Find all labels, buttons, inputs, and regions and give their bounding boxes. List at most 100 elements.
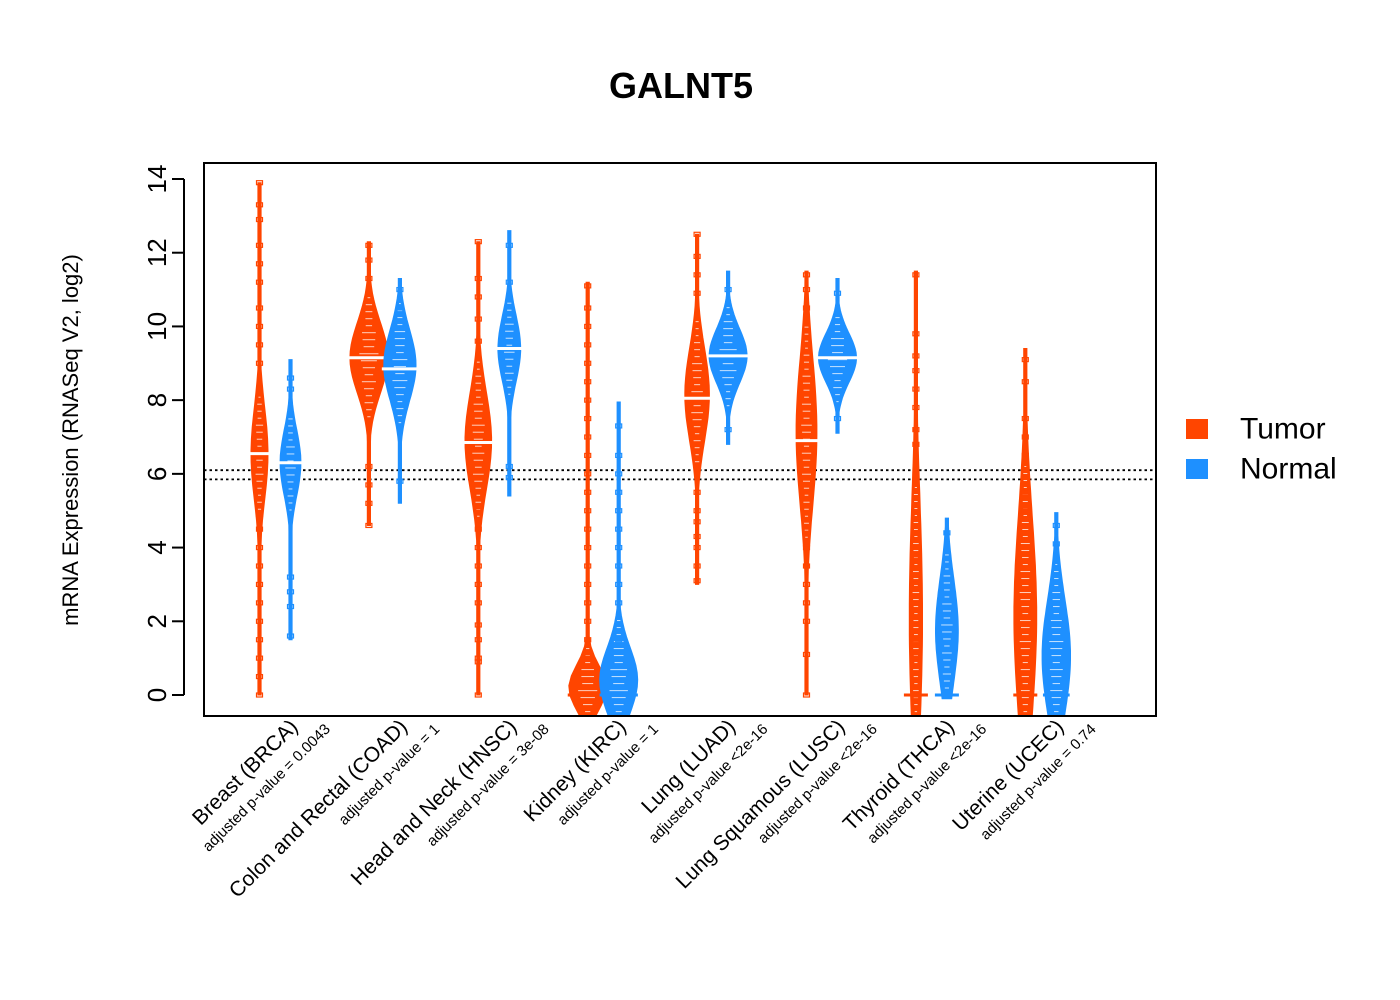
tumor-outlier-point (1021, 471, 1029, 477)
tumor-outlier-point (1021, 434, 1029, 440)
tumor-outlier-point (802, 272, 811, 278)
tumor-outlier-point (912, 386, 920, 392)
tumor-outlier-point (255, 305, 264, 311)
tumor-outlier-point (802, 342, 811, 348)
tumor-outlier-point (255, 323, 264, 330)
normal-outlier-point (615, 508, 623, 514)
category-group (347, 241, 418, 529)
tumor-outlier-point (584, 508, 592, 514)
tumor-outlier-point (584, 637, 592, 643)
legend-label-normal: Normal (1240, 453, 1337, 486)
tumor-violin (464, 241, 493, 696)
tumor-violin (684, 233, 710, 585)
normal-outlier-point (286, 386, 295, 392)
tumor-outlier-point (584, 544, 592, 551)
tumor-outlier-point (255, 261, 264, 267)
tumor-outlier-point (255, 673, 264, 680)
x-axis-labels: Breast (BRCA)adjusted p-value = 0.0043Co… (188, 715, 1100, 902)
normal-outlier-point (505, 474, 513, 481)
tumor-outlier-point (584, 563, 592, 569)
normal-outlier-point (615, 544, 623, 551)
tumor-outlier-point (365, 500, 373, 506)
tumor-outlier-point (802, 600, 811, 606)
tumor-outlier-point (474, 338, 482, 344)
tumor-outlier-point (912, 533, 920, 540)
tumor-outlier-point (693, 519, 701, 525)
normal-outlier-point (615, 563, 623, 569)
tumor-outlier-point (474, 294, 482, 300)
tumor-outlier-point (693, 544, 701, 551)
tumor-outlier-point (255, 544, 264, 551)
tumor-outlier-point (255, 342, 264, 348)
chart-title: GALNT5 (609, 65, 753, 106)
normal-outlier-point (396, 305, 404, 311)
tumor-outlier-point (255, 242, 264, 248)
normal-outlier-point (286, 574, 295, 580)
normal-outlier-point (833, 415, 842, 422)
tumor-outlier-point (912, 552, 920, 558)
normal-outlier-point (615, 471, 623, 477)
normal-outlier-point (1052, 522, 1060, 529)
y-tick-label: 4 (142, 540, 172, 554)
tumor-outlier-point (912, 353, 920, 359)
tumor-outlier-point (693, 231, 701, 237)
tumor-outlier-point (255, 279, 264, 285)
tumor-outlier-point (474, 622, 482, 628)
tumor-outlier-point (584, 600, 592, 606)
y-tick-label: 10 (142, 312, 172, 341)
tumor-outlier-point (693, 508, 701, 514)
tumor-outlier-point (474, 239, 482, 245)
legend-swatch-normal (1186, 459, 1208, 479)
normal-outlier-point (286, 375, 295, 381)
tumor-outlier-point (1021, 452, 1029, 459)
tumor-outlier-point (584, 379, 592, 385)
normal-outlier-point (615, 526, 623, 532)
tumor-outlier-point (255, 526, 264, 532)
tumor-outlier-point (584, 305, 592, 311)
tumor-outlier-point (255, 655, 264, 661)
tumor-violin (349, 241, 389, 526)
category-group (682, 231, 750, 585)
tumor-outlier-point (474, 526, 482, 532)
normal-outlier-point (396, 286, 404, 293)
tumor-violin (1013, 348, 1038, 716)
tumor-outlier-point (912, 404, 920, 411)
tumor-outlier-point (255, 360, 264, 366)
tumor-outlier-point (693, 489, 701, 495)
category-group (567, 281, 639, 716)
normal-outlier-point (615, 618, 623, 624)
normal-outlier-point (724, 427, 732, 433)
tumor-outlier-point (912, 331, 920, 337)
y-tick-label: 0 (142, 688, 172, 702)
normal-outlier-point (615, 452, 623, 459)
tumor-outlier-point (474, 544, 482, 551)
tumor-outlier-point (584, 415, 592, 422)
tumor-outlier-point (255, 600, 264, 606)
tumor-outlier-point (255, 511, 264, 518)
tumor-outlier-point (584, 342, 592, 348)
tumor-outlier-point (1021, 508, 1029, 514)
tumor-outlier-point (693, 578, 701, 584)
tumor-outlier-point (365, 482, 373, 488)
normal-violin (599, 401, 639, 716)
legend-label-tumor: Tumor (1240, 413, 1326, 446)
tumor-outlier-point (912, 618, 920, 624)
tumor-outlier-point (474, 508, 482, 514)
normal-outlier-point (505, 279, 513, 285)
tumor-outlier-point (474, 692, 482, 698)
tumor-outlier-point (365, 257, 373, 263)
tumor-outlier-point (912, 368, 920, 374)
normal-violin (279, 359, 302, 641)
tumor-outlier-point (802, 651, 811, 658)
tumor-outlier-point (912, 441, 920, 447)
tumor-outlier-point (255, 581, 264, 588)
y-tick-label: 12 (142, 238, 172, 267)
tumor-outlier-point (584, 581, 592, 588)
tumor-outlier-point (912, 655, 920, 661)
normal-outlier-point (615, 637, 623, 643)
tumor-outlier-point (912, 581, 920, 588)
tumor-outlier-point (693, 253, 701, 259)
tumor-outlier-point (802, 286, 811, 293)
plot-area (204, 180, 1156, 716)
